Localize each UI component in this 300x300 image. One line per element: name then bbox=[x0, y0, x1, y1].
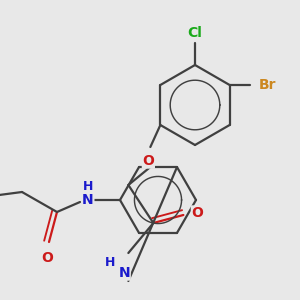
Text: O: O bbox=[191, 206, 203, 220]
Text: O: O bbox=[41, 251, 53, 265]
Text: Br: Br bbox=[259, 78, 276, 92]
Text: H: H bbox=[83, 179, 93, 193]
Text: H: H bbox=[105, 256, 116, 269]
Text: N: N bbox=[82, 193, 94, 207]
Text: Cl: Cl bbox=[188, 26, 202, 40]
Text: N: N bbox=[118, 266, 130, 280]
Text: O: O bbox=[142, 154, 154, 168]
